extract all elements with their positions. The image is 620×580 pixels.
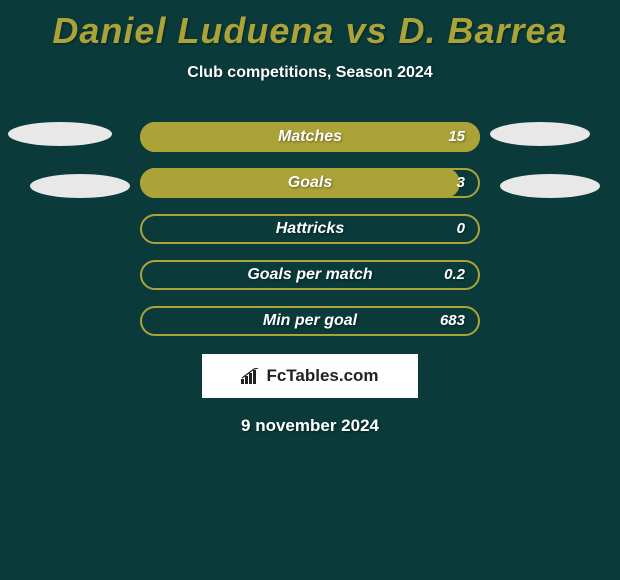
stat-row: Hattricks 0 (0, 214, 620, 244)
stat-row: Goals per match 0.2 (0, 260, 620, 290)
page-title: Daniel Luduena vs D. Barrea (0, 0, 620, 52)
stat-value: 0.2 (444, 260, 465, 290)
bars-icon (241, 368, 261, 384)
logo-text: FcTables.com (266, 366, 378, 386)
stat-label: Min per goal (140, 306, 480, 336)
comparison-card: Daniel Luduena vs D. Barrea Club competi… (0, 0, 620, 580)
stat-label: Goals (140, 168, 480, 198)
stat-value: 3 (457, 168, 465, 198)
stat-label: Goals per match (140, 260, 480, 290)
stat-row: Matches 15 (0, 122, 620, 152)
stat-label: Hattricks (140, 214, 480, 244)
stat-value: 0 (457, 214, 465, 244)
stats-area: Matches 15 Goals 3 Hattricks 0 Goals per… (0, 122, 620, 336)
logo-inner: FcTables.com (241, 366, 378, 386)
stat-value: 15 (448, 122, 465, 152)
stat-row: Goals 3 (0, 168, 620, 198)
page-subtitle: Club competitions, Season 2024 (0, 64, 620, 82)
stat-row: Min per goal 683 (0, 306, 620, 336)
stat-value: 683 (440, 306, 465, 336)
stat-label: Matches (140, 122, 480, 152)
footer-date: 9 november 2024 (0, 416, 620, 436)
logo-box[interactable]: FcTables.com (202, 354, 418, 398)
